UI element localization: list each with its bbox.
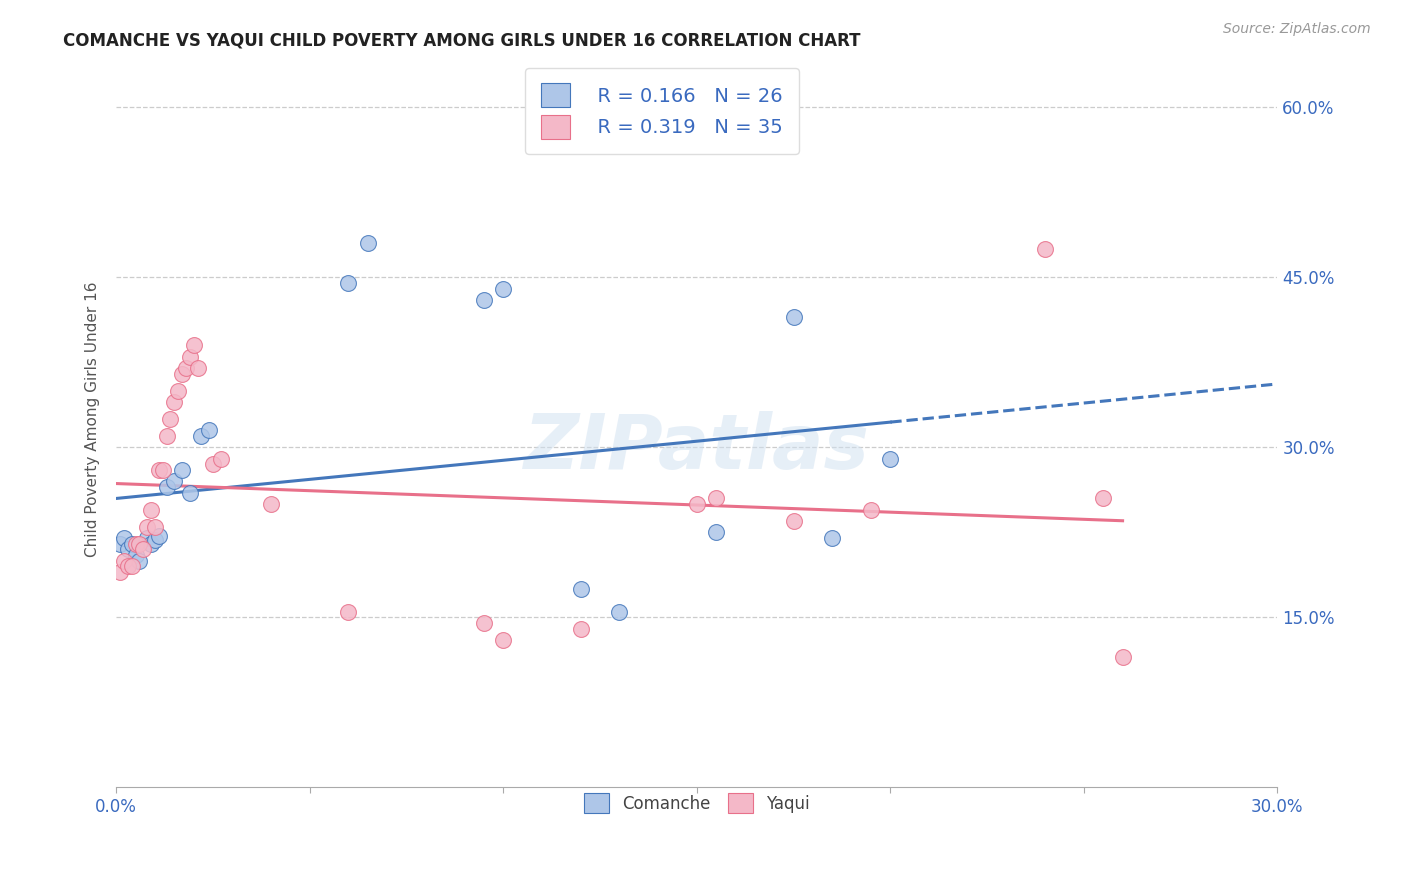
Point bbox=[128, 536, 150, 550]
Point bbox=[112, 553, 135, 567]
Point bbox=[1092, 491, 1115, 506]
Point bbox=[1111, 649, 1133, 664]
Point bbox=[198, 423, 221, 437]
Point bbox=[117, 542, 139, 557]
Point bbox=[179, 350, 201, 364]
Point bbox=[337, 276, 360, 290]
Point bbox=[209, 451, 232, 466]
Point bbox=[139, 502, 162, 516]
Point bbox=[174, 360, 197, 375]
Point bbox=[121, 559, 143, 574]
Point bbox=[609, 605, 631, 619]
Point bbox=[782, 310, 804, 324]
Point bbox=[167, 384, 190, 398]
Point bbox=[163, 395, 186, 409]
Point bbox=[108, 565, 131, 579]
Text: COMANCHE VS YAQUI CHILD POVERTY AMONG GIRLS UNDER 16 CORRELATION CHART: COMANCHE VS YAQUI CHILD POVERTY AMONG GI… bbox=[63, 31, 860, 49]
Text: Source: ZipAtlas.com: Source: ZipAtlas.com bbox=[1223, 22, 1371, 37]
Point bbox=[155, 429, 177, 443]
Point bbox=[152, 463, 174, 477]
Point bbox=[121, 536, 143, 550]
Point bbox=[492, 282, 515, 296]
Point bbox=[170, 367, 193, 381]
Legend: Comanche, Yaqui: Comanche, Yaqui bbox=[571, 780, 823, 827]
Point bbox=[704, 525, 727, 540]
Point bbox=[136, 519, 159, 533]
Point bbox=[190, 429, 212, 443]
Point bbox=[128, 553, 150, 567]
Point bbox=[155, 480, 177, 494]
Point bbox=[202, 457, 225, 471]
Point bbox=[143, 519, 166, 533]
Point bbox=[170, 463, 193, 477]
Point bbox=[108, 536, 131, 550]
Point bbox=[472, 293, 495, 307]
Point bbox=[139, 536, 162, 550]
Point bbox=[148, 528, 170, 542]
Point bbox=[132, 542, 155, 557]
Y-axis label: Child Poverty Among Girls Under 16: Child Poverty Among Girls Under 16 bbox=[86, 281, 100, 557]
Point bbox=[148, 463, 170, 477]
Point bbox=[136, 531, 159, 545]
Point bbox=[859, 502, 882, 516]
Point bbox=[183, 338, 205, 352]
Point bbox=[337, 605, 360, 619]
Point bbox=[112, 531, 135, 545]
Point bbox=[686, 497, 709, 511]
Point bbox=[143, 533, 166, 548]
Point bbox=[472, 615, 495, 630]
Point bbox=[569, 622, 592, 636]
Point bbox=[569, 582, 592, 596]
Point bbox=[163, 475, 186, 489]
Point bbox=[492, 632, 515, 647]
Point bbox=[821, 531, 844, 545]
Point bbox=[187, 360, 209, 375]
Point bbox=[260, 497, 283, 511]
Point bbox=[782, 514, 804, 528]
Point bbox=[357, 236, 380, 251]
Point bbox=[159, 412, 181, 426]
Point bbox=[124, 536, 146, 550]
Point bbox=[117, 559, 139, 574]
Point bbox=[1033, 242, 1056, 256]
Point bbox=[179, 485, 201, 500]
Text: ZIPatlas: ZIPatlas bbox=[524, 411, 870, 485]
Point bbox=[879, 451, 901, 466]
Point bbox=[704, 491, 727, 506]
Point bbox=[124, 548, 146, 562]
